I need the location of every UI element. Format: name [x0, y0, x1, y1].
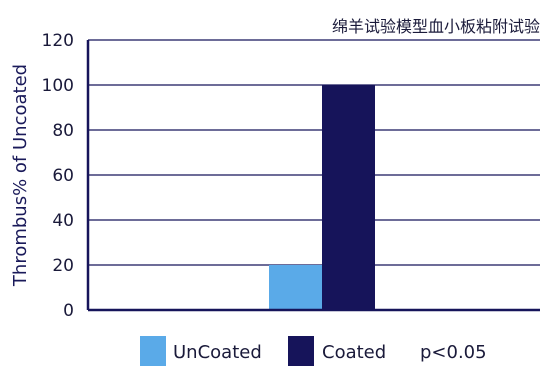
- chart-title: 绵羊试验模型血小板粘附试验: [332, 17, 540, 36]
- y-tick-label: 100: [42, 76, 74, 96]
- y-tick-label: 80: [52, 121, 74, 141]
- y-tick-label: 120: [42, 31, 74, 51]
- y-tick-label: 0: [63, 301, 74, 321]
- legend-label-coated: Coated: [322, 342, 386, 363]
- y-tick-label: 60: [52, 166, 74, 186]
- legend-swatch-coated: [288, 336, 314, 366]
- bar-coated: [322, 85, 375, 310]
- bar-uncoated: [269, 265, 322, 310]
- legend-swatch-uncoated: [140, 336, 166, 366]
- legend-label-uncoated: UnCoated: [173, 342, 262, 363]
- y-axis-label: Thrombus% of Uncoated: [10, 64, 31, 287]
- p-value-annotation: p<0.05: [420, 342, 487, 363]
- gridlines: [88, 39, 540, 266]
- y-tick-label: 20: [52, 256, 74, 276]
- y-tick-label: 40: [52, 211, 74, 231]
- y-tick-labels: 0 20 40 60 80 100 120: [42, 31, 74, 321]
- legend: UnCoated Coated p<0.05: [140, 336, 487, 366]
- bars: [269, 85, 375, 310]
